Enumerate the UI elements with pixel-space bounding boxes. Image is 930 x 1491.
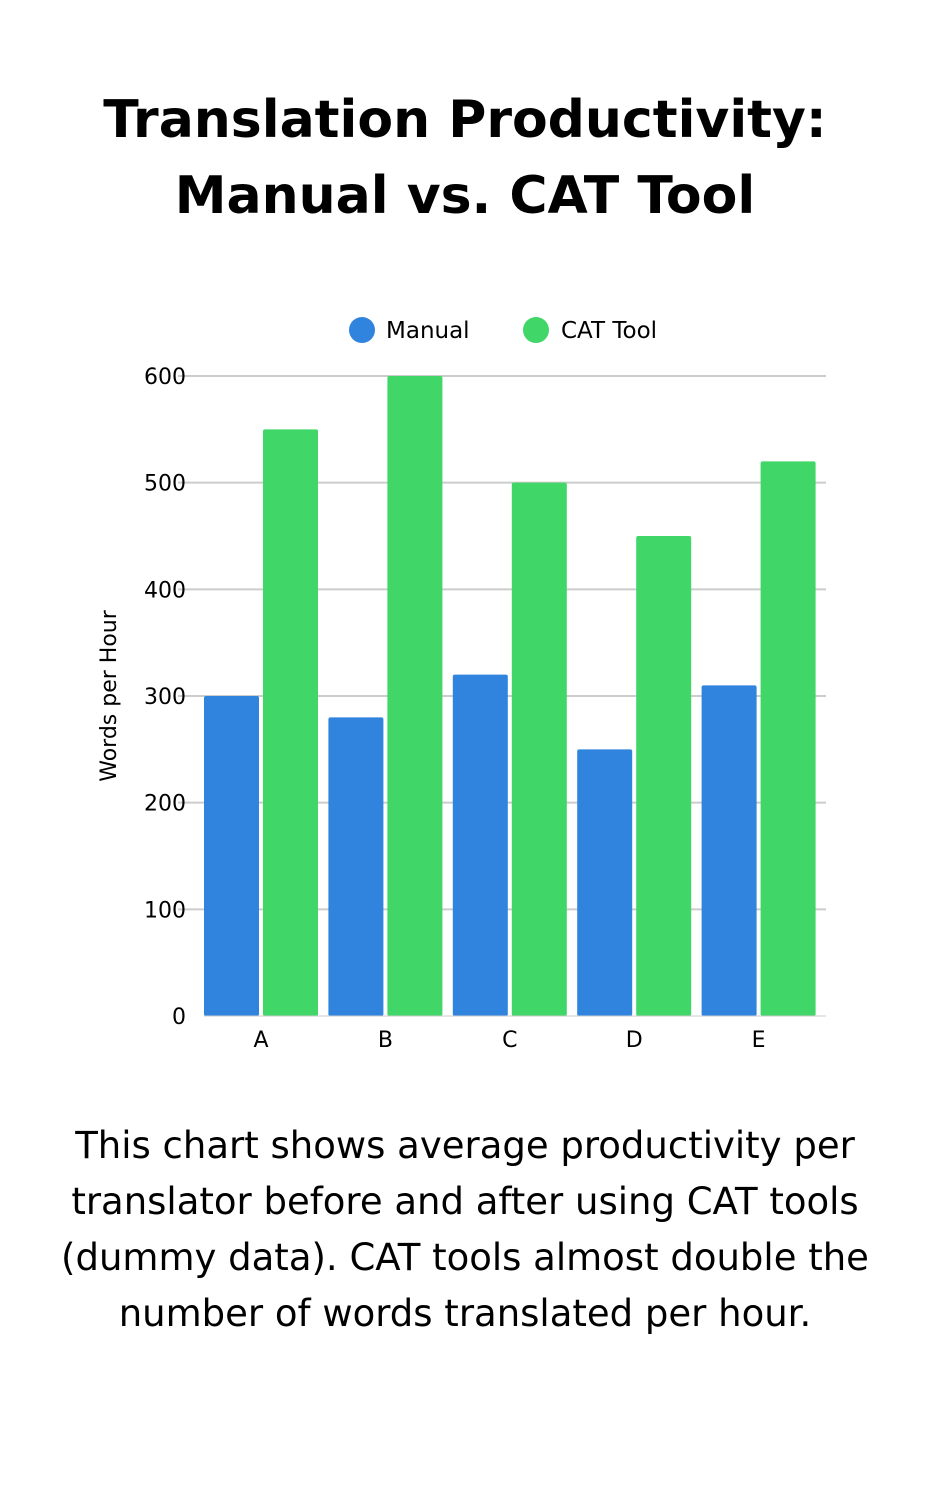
bar-manual-b bbox=[328, 717, 384, 1016]
legend-swatch-cat-tool bbox=[523, 317, 549, 343]
bar-cat-tool-d bbox=[636, 536, 692, 1016]
y-tick-label: 300 bbox=[144, 685, 186, 710]
bar-cat-tool-b bbox=[387, 376, 443, 1016]
legend-label-cat-tool: CAT Tool bbox=[561, 318, 657, 344]
bar-manual-d bbox=[577, 749, 633, 1016]
y-tick-label: 500 bbox=[144, 472, 186, 497]
chart-caption: This chart shows average productivity pe… bbox=[61, 1124, 869, 1335]
bar-manual-c bbox=[452, 674, 508, 1016]
chart-title: Translation Productivity: Manual vs. CAT… bbox=[0, 82, 930, 234]
y-tick-label: 600 bbox=[144, 365, 186, 390]
legend-swatch-manual bbox=[349, 317, 375, 343]
legend-label-manual: Manual bbox=[386, 318, 470, 344]
x-tick-label: D bbox=[626, 1028, 643, 1053]
y-tick-label: 200 bbox=[144, 792, 186, 817]
bar-manual-e bbox=[701, 685, 757, 1016]
y-tick-label: 400 bbox=[144, 578, 186, 603]
x-tick-label: B bbox=[378, 1028, 393, 1053]
bar-cat-tool-a bbox=[263, 429, 318, 1016]
x-tick-label: C bbox=[502, 1028, 517, 1053]
y-axis-label: Words per Hour bbox=[97, 609, 122, 781]
x-tick-label: A bbox=[253, 1028, 268, 1053]
chart-title-line-2: Manual vs. CAT Tool bbox=[174, 166, 756, 226]
bar-cat-tool-e bbox=[760, 461, 816, 1016]
x-tick-label: E bbox=[752, 1028, 766, 1053]
bar-chart: 0 100 200 300 400 500 600 A B C D E Words per Hour Ma… bbox=[97, 317, 826, 1053]
bar-manual-a bbox=[204, 696, 259, 1016]
chart-title-line-1: Translation Productivity: bbox=[103, 90, 827, 150]
y-tick-label: 100 bbox=[144, 898, 186, 923]
bar-cat-tool-c bbox=[511, 482, 567, 1016]
y-tick-label: 0 bbox=[172, 1005, 186, 1030]
